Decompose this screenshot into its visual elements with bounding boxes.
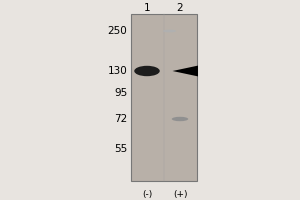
Text: 1: 1 [144,3,150,13]
Bar [130,14,196,181]
Text: (+): (+) [173,190,187,198]
Text: 130: 130 [108,66,127,76]
Ellipse shape [172,117,188,121]
Text: 55: 55 [114,144,128,154]
Text: 250: 250 [108,26,127,36]
Text: 2: 2 [177,3,183,13]
Text: 95: 95 [114,88,128,98]
Text: 72: 72 [114,114,128,124]
Ellipse shape [163,30,176,32]
Polygon shape [172,66,198,76]
Ellipse shape [134,66,160,76]
Text: (-): (-) [142,190,152,198]
